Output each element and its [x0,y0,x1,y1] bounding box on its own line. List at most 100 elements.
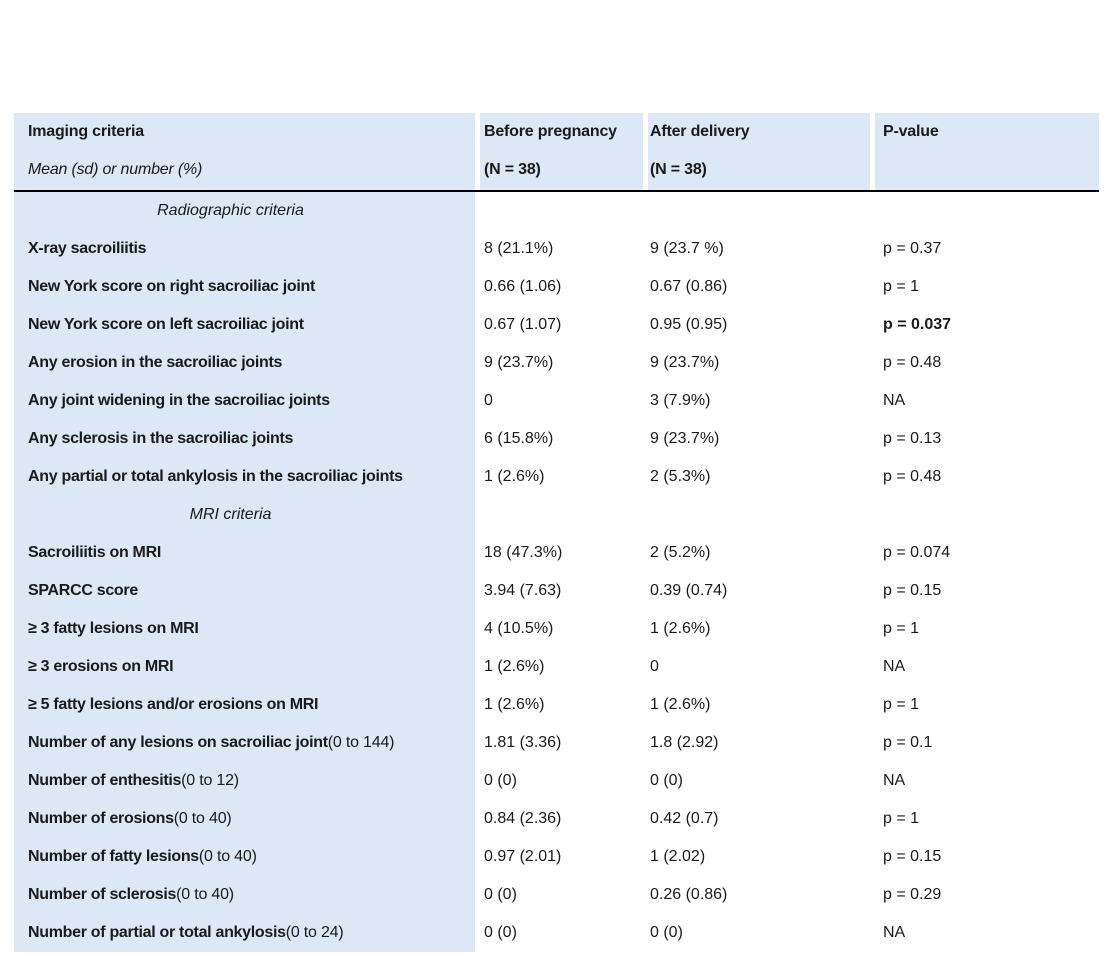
before-pregnancy-value: 18 (47.3%) [484,544,563,561]
before-pregnancy-value: 6 (15.8%) [484,430,554,447]
before-pregnancy-value: 3.94 (7.63) [484,582,562,599]
before-pregnancy-value: 0.66 (1.06) [484,278,562,295]
header-title: Before pregnancy [484,123,617,140]
row-label-cell: Any partial or total ankylosis in the sa… [14,458,475,496]
table-row: New York score on right sacroiliac joint… [14,268,1099,306]
row-label-cell: Number of sclerosis (0 to 40) [14,876,475,914]
before-pregnancy-value: 1 (2.6%) [484,658,545,675]
before-pregnancy-value: 0 (0) [484,886,517,903]
header-cell-p-value: P-value [875,113,1099,190]
after-delivery-value: 1 (2.6%) [650,696,711,713]
row-label-cell: Number of erosions (0 to 40) [14,800,475,838]
row-label: New York score on left sacroiliac joint [28,316,304,333]
p-value: p = 0.48 [883,468,942,485]
table-row: ≥ 3 erosions on MRI 1 (2.6%) 0 NA [14,648,1099,686]
table-row: Any erosion in the sacroiliac joints 9 (… [14,344,1099,382]
p-value: NA [883,772,906,789]
before-pregnancy-value: 1.81 (3.36) [484,734,562,751]
after-delivery-value: 9 (23.7 %) [650,240,724,257]
p-value [875,192,1099,230]
p-value: NA [883,392,906,409]
row-label: ≥ 3 fatty lesions on MRI [28,620,199,637]
before-pregnancy-value: 0.67 (1.07) [484,316,562,333]
before-pregnancy-value: 1 (2.6%) [484,696,545,713]
p-value: p = 0.15 [883,848,942,865]
section-row: MRI criteria [14,496,1099,534]
row-label-cell: New York score on right sacroiliac joint [14,268,475,306]
after-delivery-value: 9 (23.7%) [650,354,720,371]
table-row: Any sclerosis in the sacroiliac joints 6… [14,420,1099,458]
table-row: Number of enthesitis (0 to 12) 0 (0) 0 (… [14,762,1099,800]
before-pregnancy-value: 1 (2.6%) [484,468,545,485]
row-label: Sacroiliitis on MRI [28,544,161,561]
row-label-cell: Any sclerosis in the sacroiliac joints [14,420,475,458]
row-label-cell: X-ray sacroiliitis [14,230,475,268]
after-delivery-value: 0.26 (0.86) [650,886,728,903]
p-value: p = 1 [883,278,920,295]
table-row: X-ray sacroiliitis 8 (21.1%) 9 (23.7 %) … [14,230,1099,268]
p-value: NA [883,658,906,675]
header-title: P-value [883,123,939,140]
row-label: Number of sclerosis [28,886,177,903]
after-delivery-value: 1 (2.6%) [650,620,711,637]
table-row: Number of fatty lesions (0 to 40) 0.97 (… [14,838,1099,876]
table-row: Any partial or total ankylosis in the sa… [14,458,1099,496]
row-label-cell: Any joint widening in the sacroiliac joi… [14,382,475,420]
p-value: p = 0.48 [883,354,942,371]
header-cell-before-pregnancy: Before pregnancy (N = 38) [480,113,643,190]
p-value: p = 1 [883,810,920,827]
p-value: NA [883,924,906,941]
p-value [875,496,1099,534]
after-delivery-value [648,496,870,534]
header-cell-after-delivery: After delivery (N = 38) [648,113,870,190]
table-row: ≥ 5 fatty lesions and/or erosions on MRI… [14,686,1099,724]
row-label-cell: ≥ 3 erosions on MRI [14,648,475,686]
p-value: p = 1 [883,620,920,637]
section-title: MRI criteria [14,496,475,534]
after-delivery-value: 3 (7.9%) [650,392,711,409]
table-row: Any joint widening in the sacroiliac joi… [14,382,1099,420]
header-subtitle: (N = 38) [484,161,541,178]
p-value: p = 0.074 [883,544,951,561]
row-label: ≥ 3 erosions on MRI [28,658,174,675]
row-label: Any erosion in the sacroiliac joints [28,354,283,371]
after-delivery-value: 1.8 (2.92) [650,734,719,751]
after-delivery-value: 0.42 (0.7) [650,810,719,827]
row-label: X-ray sacroiliitis [28,240,147,257]
table-row: SPARCC score 3.94 (7.63) 0.39 (0.74) p =… [14,572,1099,610]
row-label: Any sclerosis in the sacroiliac joints [28,430,294,447]
before-pregnancy-value: 0 (0) [484,924,517,941]
imaging-criteria-table: Imaging criteria Mean (sd) or number (%)… [14,113,1099,952]
p-value: p = 0.13 [883,430,942,447]
p-value: p = 1 [883,696,920,713]
table-body: Radiographic criteria X-ray sacroiliitis… [14,192,1099,952]
row-label: ≥ 5 fatty lesions and/or erosions on MRI [28,696,319,713]
after-delivery-value: 0.95 (0.95) [650,316,728,333]
p-value: p = 0.37 [883,240,942,257]
after-delivery-value [648,192,870,230]
before-pregnancy-value [480,496,643,534]
row-label-cell: Number of any lesions on sacroiliac join… [14,724,475,762]
row-label: Any partial or total ankylosis in the sa… [28,468,403,485]
header-title: Imaging criteria [28,123,144,140]
header-cell-imaging-criteria: Imaging criteria Mean (sd) or number (%) [14,113,475,190]
row-label: Number of erosions [28,810,174,827]
before-pregnancy-value: 8 (21.1%) [484,240,554,257]
table-row: Number of any lesions on sacroiliac join… [14,724,1099,762]
row-label-cell: ≥ 3 fatty lesions on MRI [14,610,475,648]
table-row: ≥ 3 fatty lesions on MRI 4 (10.5%) 1 (2.… [14,610,1099,648]
row-label-cell: ≥ 5 fatty lesions and/or erosions on MRI [14,686,475,724]
row-label: Number of any lesions on sacroiliac join… [28,734,328,751]
table-row: Number of partial or total ankylosis (0 … [14,914,1099,952]
before-pregnancy-value [480,192,643,230]
row-label-cell: Sacroiliitis on MRI [14,534,475,572]
after-delivery-value: 0 (0) [650,772,683,789]
row-label-range: (0 to 40) [176,886,234,903]
after-delivery-value: 1 (2.02) [650,848,706,865]
header-subtitle: Mean (sd) or number (%) [28,161,203,178]
p-value: p = 0.1 [883,734,933,751]
row-label-cell: Number of enthesitis (0 to 12) [14,762,475,800]
row-label-range: (0 to 40) [198,848,257,865]
section-title: Radiographic criteria [14,192,475,230]
